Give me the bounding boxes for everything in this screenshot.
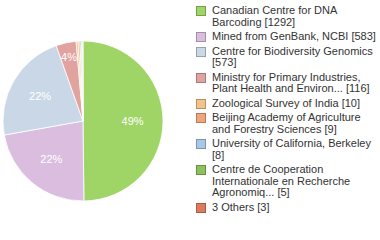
legend-item: Ministry for Primary Industries, Plant H… — [196, 72, 380, 95]
legend-label: Beijing Academy of Agriculture and Fores… — [212, 112, 380, 135]
data-label: 4% — [61, 51, 77, 63]
legend-label: Canadian Centre for DNA Barcoding [1292] — [212, 5, 380, 28]
pie-slice — [82, 41, 84, 121]
pie-slice — [76, 41, 83, 121]
legend-swatch — [196, 6, 206, 16]
legend-label: Ministry for Primary Industries, Plant H… — [212, 72, 380, 95]
legend-item: Centre de Cooperation Internationale en … — [196, 164, 380, 199]
legend-swatch — [196, 203, 206, 213]
data-label: 49% — [122, 115, 144, 127]
legend-swatch — [196, 47, 206, 57]
data-label: 22% — [29, 90, 51, 102]
legend-swatch — [196, 73, 206, 83]
legend-label: Mined from GenBank, NCBI [583] — [212, 31, 380, 43]
legend-swatch — [196, 32, 206, 42]
legend-item: Zoological Survey of India [10] — [196, 98, 380, 110]
legend-label: University of California, Berkeley [8] — [212, 138, 380, 161]
legend-item: Mined from GenBank, NCBI [583] — [196, 31, 380, 43]
legend-item: Centre for Biodiversity Genomics [573] — [196, 46, 380, 69]
pie-slice — [81, 41, 83, 121]
legend-item: University of California, Berkeley [8] — [196, 138, 380, 161]
pie-slice — [56, 41, 83, 121]
pie-area: 49% 22% 22% 4% — [0, 0, 190, 240]
legend-item: Canadian Centre for DNA Barcoding [1292] — [196, 5, 380, 28]
legend-swatch — [196, 165, 206, 175]
legend-swatch — [196, 99, 206, 109]
legend-item: 3 Others [3] — [196, 202, 380, 214]
pie-slice — [80, 41, 83, 121]
pie-slice — [3, 46, 83, 135]
legend-swatch — [196, 139, 206, 149]
legend-label: 3 Others [3] — [212, 202, 380, 214]
legend-label: Centre for Biodiversity Genomics [573] — [212, 46, 380, 69]
legend-swatch — [196, 113, 206, 123]
data-label: 22% — [40, 153, 62, 165]
legend: Canadian Centre for DNA Barcoding [1292]… — [196, 5, 380, 216]
legend-label: Centre de Cooperation Internationale en … — [212, 164, 380, 199]
pie-slice — [83, 41, 163, 201]
pie-slice — [78, 41, 83, 121]
legend-label: Zoological Survey of India [10] — [212, 98, 380, 110]
legend-item: Beijing Academy of Agriculture and Fores… — [196, 112, 380, 135]
